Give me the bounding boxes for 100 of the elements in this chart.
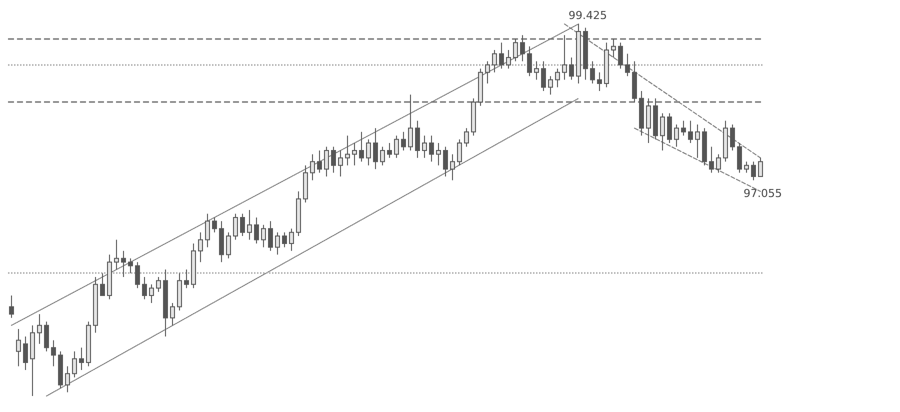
candlestick bbox=[324, 146, 329, 178]
candlestick bbox=[191, 242, 196, 289]
candlestick bbox=[359, 131, 364, 162]
candlestick bbox=[625, 53, 630, 77]
candlestick bbox=[499, 42, 504, 70]
candlestick bbox=[443, 146, 448, 178]
candlestick bbox=[737, 142, 742, 174]
candlestick bbox=[562, 34, 567, 80]
candlestick bbox=[548, 76, 553, 96]
candlestick bbox=[240, 213, 245, 237]
candlestick bbox=[289, 228, 294, 252]
candlestick bbox=[653, 98, 658, 140]
candlestick bbox=[219, 220, 224, 263]
candlestick bbox=[527, 46, 532, 77]
candlestick bbox=[198, 232, 203, 263]
candlestick bbox=[569, 56, 574, 80]
candlestick bbox=[352, 142, 357, 166]
candlestick bbox=[667, 112, 672, 144]
candlestick bbox=[450, 154, 455, 181]
candlestick bbox=[485, 60, 490, 84]
candlestick bbox=[436, 142, 441, 166]
candlestick bbox=[618, 42, 623, 70]
candlestick bbox=[590, 60, 595, 84]
candlestick bbox=[380, 146, 385, 166]
candlestick bbox=[366, 138, 371, 166]
candlestick bbox=[170, 302, 175, 326]
candlestick bbox=[758, 157, 763, 178]
candlestick bbox=[149, 284, 154, 304]
candlestick bbox=[93, 276, 98, 334]
candlestick bbox=[492, 50, 497, 73]
candlestick bbox=[457, 138, 462, 166]
candlestick bbox=[730, 124, 735, 151]
candlestick bbox=[702, 128, 707, 166]
candlestick bbox=[247, 210, 252, 240]
candlestick bbox=[9, 295, 14, 318]
candlestick bbox=[373, 128, 378, 170]
candlestick bbox=[660, 112, 665, 151]
candlestick bbox=[751, 161, 756, 181]
candlestick bbox=[611, 38, 616, 58]
candlestick bbox=[226, 232, 231, 259]
candlestick bbox=[121, 250, 126, 278]
candlestick bbox=[723, 120, 728, 162]
candlestick bbox=[583, 27, 588, 80]
candlestick bbox=[394, 135, 399, 158]
candlestick bbox=[233, 213, 238, 240]
candlestick bbox=[674, 124, 679, 148]
candlestick bbox=[576, 24, 581, 84]
candlestick bbox=[513, 38, 518, 62]
candlestick bbox=[156, 276, 161, 292]
candlestick bbox=[86, 321, 91, 367]
candlestick bbox=[72, 350, 77, 378]
candlestick bbox=[16, 328, 21, 367]
candlestick bbox=[429, 135, 434, 162]
candlestick bbox=[23, 336, 28, 370]
candlestick bbox=[268, 220, 273, 252]
candlestick bbox=[464, 128, 469, 148]
candlestick bbox=[317, 150, 322, 174]
candlestick bbox=[30, 324, 35, 396]
candlestick bbox=[422, 135, 427, 158]
candlestick bbox=[709, 146, 714, 174]
candlestick bbox=[646, 98, 651, 144]
candlestick bbox=[65, 366, 70, 393]
candlestick bbox=[44, 321, 49, 352]
candlestick bbox=[128, 258, 133, 274]
candlestick bbox=[107, 254, 112, 300]
candlestick bbox=[212, 216, 217, 233]
candlestick bbox=[604, 42, 609, 88]
candlestick bbox=[51, 340, 56, 367]
candlestick bbox=[142, 276, 147, 300]
candlestick bbox=[100, 272, 105, 296]
candlestick bbox=[58, 350, 63, 390]
candlestick bbox=[296, 190, 301, 237]
candlestick bbox=[184, 269, 189, 289]
candlestick bbox=[471, 98, 476, 136]
candlestick bbox=[338, 150, 343, 178]
candlestick bbox=[163, 269, 168, 337]
candlestick bbox=[331, 146, 336, 174]
candlestick bbox=[408, 94, 413, 151]
candlestick bbox=[688, 120, 693, 144]
candlestick bbox=[401, 131, 406, 151]
candlestick bbox=[205, 213, 210, 248]
candlestick bbox=[478, 68, 483, 106]
candlestick bbox=[716, 154, 721, 174]
candlestick bbox=[506, 50, 511, 70]
candlestick bbox=[541, 60, 546, 92]
candlestick bbox=[37, 314, 42, 344]
candlestick bbox=[597, 72, 602, 92]
candlestick bbox=[79, 347, 84, 370]
candlestick bbox=[520, 34, 525, 62]
candlestick bbox=[254, 216, 259, 244]
candlestick bbox=[387, 142, 392, 158]
annotation: 99.425 bbox=[568, 9, 607, 22]
candlestick bbox=[261, 224, 266, 248]
annotation: 97.055 bbox=[744, 187, 782, 200]
candlestick bbox=[695, 124, 700, 158]
candlestick bbox=[275, 232, 280, 256]
candlestick bbox=[177, 272, 182, 311]
candlestick bbox=[744, 161, 749, 174]
candlestick bbox=[415, 120, 420, 158]
candlestick bbox=[632, 60, 637, 103]
